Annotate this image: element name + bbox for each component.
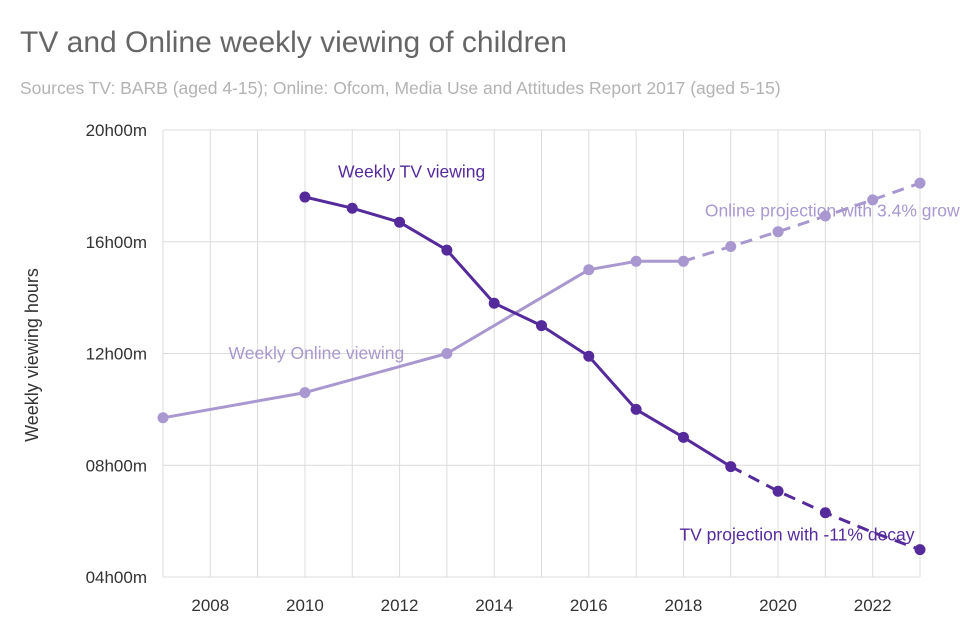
online-data-point	[819, 210, 831, 222]
online-data-point	[914, 177, 926, 189]
tv-line	[304, 195, 732, 468]
x-tick-label: 2016	[570, 596, 608, 615]
tv-data-point	[346, 202, 358, 214]
online-data-point	[772, 226, 784, 238]
tv-data-point	[772, 485, 784, 497]
tv-data-point	[488, 297, 500, 309]
tv-data-point	[630, 403, 642, 415]
online-data-point	[725, 240, 737, 252]
online-projection-line	[682, 181, 921, 263]
chart-title: TV and Online weekly viewing of children	[20, 26, 567, 59]
y-axis-title: Weekly viewing hours	[22, 268, 42, 442]
y-tick-label: 04h00m	[86, 568, 147, 587]
online-line	[162, 259, 684, 420]
tv-data-point	[536, 320, 547, 332]
tv-data-point	[725, 461, 737, 473]
series-lines	[157, 177, 926, 556]
x-tick-label: 2022	[854, 596, 892, 615]
y-tick-label: 20h00m	[86, 121, 147, 140]
tv-data-point	[819, 507, 831, 519]
y-tick-label: 08h00m	[86, 456, 147, 475]
online-data-point	[630, 255, 642, 267]
online-data-point	[441, 348, 453, 359]
chart-subtitle: Sources TV: BARB (aged 4-15); Online: Of…	[20, 78, 781, 98]
series-annotations: Weekly TV viewing Weekly Online viewing On…	[229, 161, 960, 544]
axis-ticks: 04h00m 08h00m 12h00m 16h00m 20h00m 2008 2010 20…	[86, 121, 892, 615]
tv-data-point	[441, 244, 453, 256]
annotation-tv-projection: TV projection with -11% decay	[679, 525, 914, 545]
tv-data-point	[914, 544, 926, 556]
x-tick-label: 2014	[475, 596, 513, 615]
x-tick-label: 2020	[759, 596, 797, 615]
online-data-point	[299, 387, 311, 399]
x-tick-label: 2010	[286, 596, 324, 615]
x-tick-label: 2018	[665, 596, 703, 615]
online-data-point	[583, 264, 595, 276]
annotation-online: Weekly Online viewing	[229, 343, 405, 363]
tv-data-point	[677, 431, 689, 443]
annotation-online-projection: Online projection with 3.4% growth	[705, 201, 960, 221]
tv-data-point	[299, 191, 311, 203]
x-tick-label: 2008	[191, 596, 229, 615]
online-data-point	[157, 412, 169, 424]
online-data-point	[867, 194, 879, 206]
annotation-tv: Weekly TV viewing	[338, 161, 485, 181]
x-tick-label: 2012	[381, 596, 419, 615]
tv-data-point	[583, 350, 595, 362]
tv-data-point	[394, 216, 406, 228]
y-tick-label: 12h00m	[86, 345, 147, 364]
y-tick-label: 16h00m	[86, 233, 147, 252]
